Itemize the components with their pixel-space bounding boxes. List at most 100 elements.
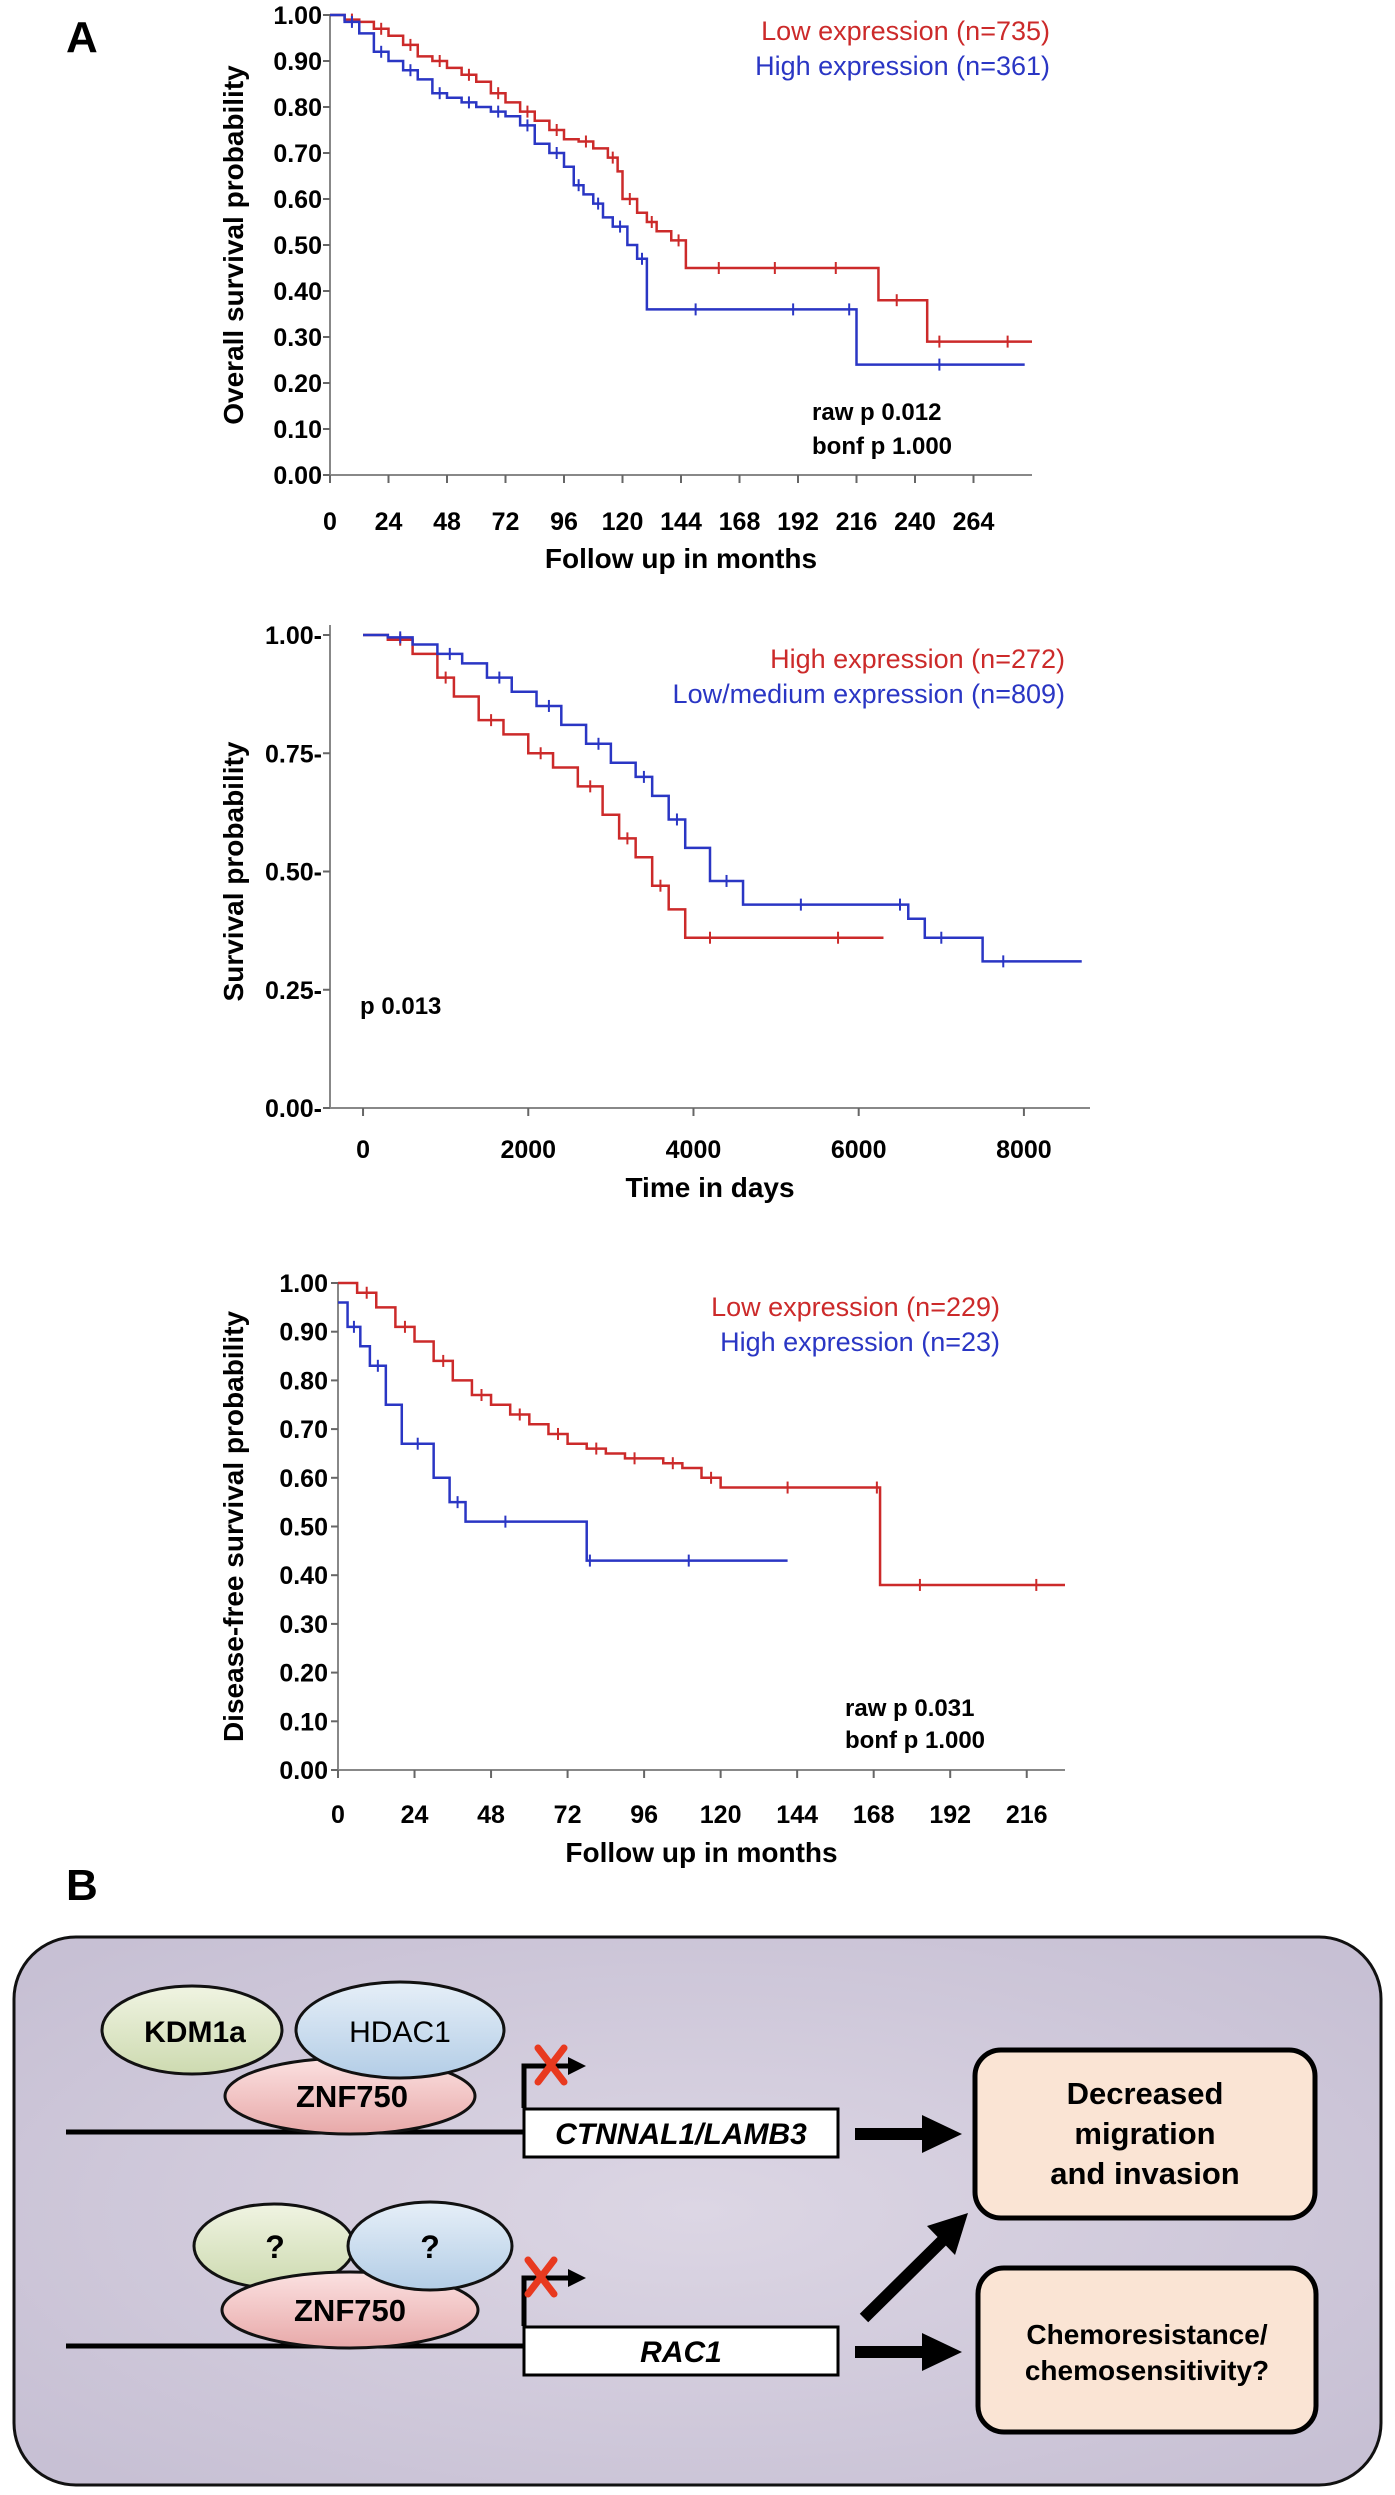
outcome-box-chemo [975,2265,1319,2435]
panel-label-a: A [66,13,98,62]
survival-curve [363,633,884,939]
x-tick-label: 72 [492,508,520,536]
kdm1a-label: KDM1a [144,2016,246,2049]
y-tick-label: 1.00- [265,622,322,650]
x-tick-label: 216 [836,508,878,536]
y-tick-label: 0.50- [265,859,322,887]
znf750-label-top: ZNF750 [296,2079,408,2114]
y-tick-label: 0.70 [273,140,322,168]
y-tick-label: 0.80 [279,1367,328,1395]
hdac1-ellipse [294,1980,506,2080]
znf750-label-bottom: ZNF750 [294,2293,406,2328]
km-plot-disease-free: 0.00 0.10 0.20 0.30 0.40 0.50 0.60 0.70 0.80 0.90… [218,1270,1065,1868]
x-tick-label: 24 [401,1801,429,1829]
y-tick-label: 0.40 [279,1562,328,1590]
y-tick-label: 0.10 [279,1708,328,1736]
hdac1-label: HDAC1 [349,2016,451,2049]
x-tick-label: 0 [331,1801,345,1829]
survival-curve [363,633,1082,963]
x-tick-label: 8000 [996,1136,1052,1164]
p-value-annotation: bonf p 1.000 [812,433,952,460]
x-tick-label: 96 [630,1801,658,1829]
outcome-migration-line2: migration [1074,2116,1215,2151]
y-tick-label: 0.00- [265,1095,322,1123]
x-mark-bottom-icon [524,2256,558,2298]
legend-entry: High expression (n=23) [720,1327,1000,1357]
unknown-factor-label-left: ? [265,2229,285,2265]
y-axis-title: Disease-free survival probability [218,1311,249,1743]
legend-entry: Low/medium expression (n=809) [673,679,1065,709]
tss-arrowhead-bottom [568,2269,586,2287]
x-tick-label: 0 [356,1136,370,1164]
gene-label-top: CTNNAL1/LAMB3 [555,2118,807,2151]
p-value-annotation: bonf p 1.000 [845,1727,985,1754]
x-tick-label: 48 [477,1801,505,1829]
legend-entry: High expression (n=272) [770,644,1065,674]
y-tick-label: 1.00 [279,1270,328,1298]
unknown-factor-label-right: ? [420,2229,440,2265]
p-value-annotation: p 0.013 [360,993,441,1020]
gene-box-bottom [522,2325,840,2377]
x-axis-title: Follow up in months [545,543,817,574]
y-tick-label: 0.80 [273,94,322,122]
y-tick-label: 0.20 [279,1660,328,1688]
x-axis-title: Follow up in months [565,1837,837,1868]
panel-label-b: B [66,1861,98,1910]
y-tick-label: 0.40 [273,278,322,306]
y-tick-label: 0.70 [279,1416,328,1444]
y-tick-label: 0.20 [273,370,322,398]
outcome-migration-line3: and invasion [1050,2156,1239,2191]
znf750-ellipse-bottom [220,2270,480,2350]
y-tick-label: 0.10 [273,416,322,444]
survival-curve [330,13,1025,366]
x-tick-label: 120 [602,508,644,536]
x-tick-label: 168 [719,508,761,536]
y-axis-title: Overall survival probability [218,65,249,425]
x-tick-label: 4000 [666,1136,722,1164]
mechanism-diagram: KDM1a HDAC1 ZNF750 CTNNAL1/LAMB3 ? ? ZNF… [12,1935,1383,2487]
outcome-migration-line1: Decreased [1067,2076,1224,2111]
tss-arrowhead-top [568,2057,586,2075]
y-tick-label: 0.25- [265,977,322,1005]
y-tick-label: 0.90 [273,48,322,76]
legend-entry: Low expression (n=735) [761,16,1050,46]
y-tick-label: 1.00 [273,2,322,30]
arrow-bottom-to-migration [859,2213,968,2323]
y-tick-label: 0.90 [279,1319,328,1347]
survival-curve [330,13,1032,343]
tss-arrow-bottom [521,2275,570,2326]
y-tick-label: 0.75- [265,740,322,768]
km-plot-survival-days: 0.00- 0.25- 0.50- 0.75- 1.00- 0 2000 4000 6000 80… [218,622,1090,1203]
x-tick-label: 144 [776,1801,818,1829]
km-plot-overall-survival: 0.00 0.10 0.20 0.30 0.40 0.50 0.60 0.70 0.80 0.90… [218,2,1050,574]
p-value-annotation: raw p 0.012 [812,399,941,426]
gene-box-top [522,2107,840,2159]
y-tick-label: 0.60 [279,1465,328,1493]
x-tick-label: 6000 [831,1136,887,1164]
x-tick-label: 264 [953,508,995,536]
survival-curve [338,1301,788,1562]
x-tick-label: 192 [777,508,819,536]
x-mark-top-icon [534,2044,568,2086]
y-tick-label: 0.00 [279,1757,328,1785]
x-tick-label: 240 [894,508,936,536]
x-tick-label: 96 [550,508,578,536]
x-tick-label: 168 [853,1801,895,1829]
outcome-chemo-line1: Chemoresistance/ [1026,2319,1267,2350]
x-tick-label: 216 [1006,1801,1048,1829]
x-tick-label: 2000 [500,1136,556,1164]
x-tick-label: 24 [375,508,403,536]
y-axis-title: Survival probability [218,741,249,1001]
outcome-box-migration [972,2047,1318,2221]
x-tick-label: 144 [660,508,702,536]
x-tick-label: 120 [700,1801,742,1829]
arrow-bottom-to-chemo [855,2333,962,2371]
x-tick-label: 48 [433,508,461,536]
outcome-chemo-line2: chemosensitivity? [1025,2355,1269,2386]
kdm1a-ellipse [100,1984,284,2076]
y-tick-label: 0.30 [279,1611,328,1639]
legend-entry: Low expression (n=229) [711,1292,1000,1322]
unknown-factor-ellipse-right [346,2200,514,2292]
y-tick-label: 0.60 [273,186,322,214]
legend-entry: High expression (n=361) [755,51,1050,81]
